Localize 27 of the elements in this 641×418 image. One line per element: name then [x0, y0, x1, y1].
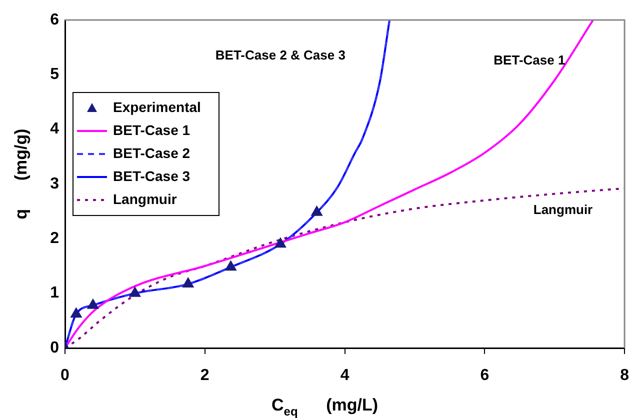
y-tick-label: 4	[50, 120, 60, 138]
y-axis-title: q (mg/g)	[12, 128, 31, 220]
y-tick-label: 6	[50, 11, 60, 28]
x-tick-label: 2	[200, 367, 210, 384]
legend-label: Experimental	[113, 98, 201, 115]
annotation: BET-Case 1	[494, 52, 566, 68]
y-tick-label: 0	[50, 339, 60, 356]
annotation: BET-Case 2 & Case 3	[215, 48, 346, 63]
y-tick-label: 1	[50, 284, 60, 302]
point	[88, 299, 98, 309]
x-tick-label: 6	[480, 367, 490, 384]
point	[311, 206, 322, 216]
y-tick-label: 5	[50, 66, 60, 84]
point	[130, 287, 140, 297]
legend-label: BET-Case 2	[113, 144, 190, 161]
legend-label: BET-Case 3	[113, 168, 190, 184]
legend-label: Langmuir	[113, 190, 178, 207]
point	[275, 238, 286, 248]
point	[182, 278, 194, 288]
annotation: Langmuir	[533, 202, 593, 217]
y-tick-label: 2	[50, 230, 60, 248]
y-tick-label: 3	[50, 175, 60, 192]
point	[225, 261, 236, 271]
x-tick-label: 4	[340, 367, 350, 384]
legend-label: BET-Case 1	[113, 122, 190, 138]
x-tick-label: 8	[620, 367, 630, 384]
point	[70, 308, 82, 318]
